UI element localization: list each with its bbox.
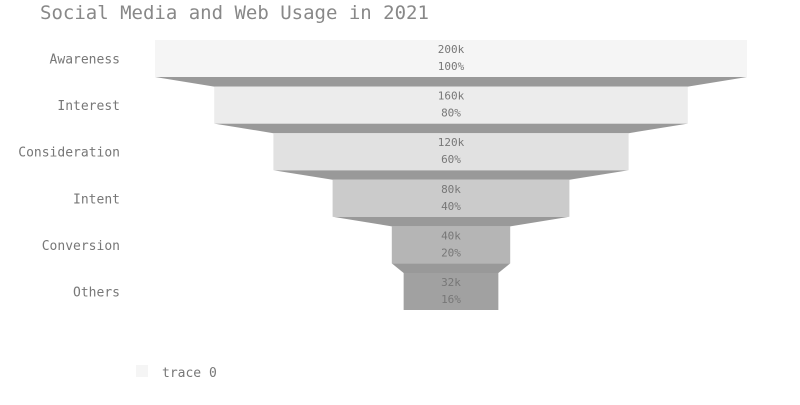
funnel-bar-others[interactable] <box>403 273 499 310</box>
percent-label-others: 16% <box>441 293 461 306</box>
value-label-consideration: 120k <box>438 136 465 149</box>
value-label-others: 32k <box>441 276 461 289</box>
stage-label-awareness: Awareness <box>50 53 120 68</box>
stage-label-interest: Interest <box>57 99 120 114</box>
funnel-bar-interest[interactable] <box>214 86 688 124</box>
chart-title: Social Media and Web Usage in 2021 <box>40 2 429 24</box>
percent-label-interest: 80% <box>441 107 461 120</box>
funnel-connector-conversion <box>391 263 511 273</box>
stage-labels: Awareness Interest Consideration Intent Conv… <box>18 53 120 301</box>
funnel-connector-intent <box>332 216 570 227</box>
value-label-interest: 160k <box>438 90 465 103</box>
funnel-bar-conversion[interactable] <box>391 226 511 264</box>
funnel-bar-awareness[interactable] <box>155 40 747 77</box>
stage-label-others: Others <box>73 286 120 301</box>
stage-label-consideration: Consideration <box>18 146 120 161</box>
percent-label-conversion: 20% <box>441 246 461 259</box>
funnel-bars: 200k 100% 160k 80% 120k 60% 80k 40% 40k 20% 32k 16% <box>155 40 747 310</box>
stage-label-intent: Intent <box>73 192 120 207</box>
funnel-connector-interest <box>214 123 688 134</box>
funnel-bar-consideration[interactable] <box>273 133 629 171</box>
legend-swatch[interactable] <box>136 365 148 377</box>
percent-label-intent: 40% <box>441 200 461 213</box>
funnel-bar-intent[interactable] <box>332 179 570 217</box>
legend-entry-trace-0[interactable]: trace 0 <box>162 366 217 381</box>
value-label-awareness: 200k <box>438 43 465 56</box>
value-label-intent: 80k <box>441 183 461 196</box>
percent-label-consideration: 60% <box>441 153 461 166</box>
funnel-connectors <box>155 77 747 273</box>
funnel-connector-consideration <box>273 170 629 180</box>
percent-label-awareness: 100% <box>438 60 465 73</box>
funnel-connector-awareness <box>155 77 747 87</box>
legend[interactable]: trace 0 <box>136 365 217 381</box>
stage-label-conversion: Conversion <box>42 239 120 254</box>
value-label-conversion: 40k <box>441 229 461 242</box>
